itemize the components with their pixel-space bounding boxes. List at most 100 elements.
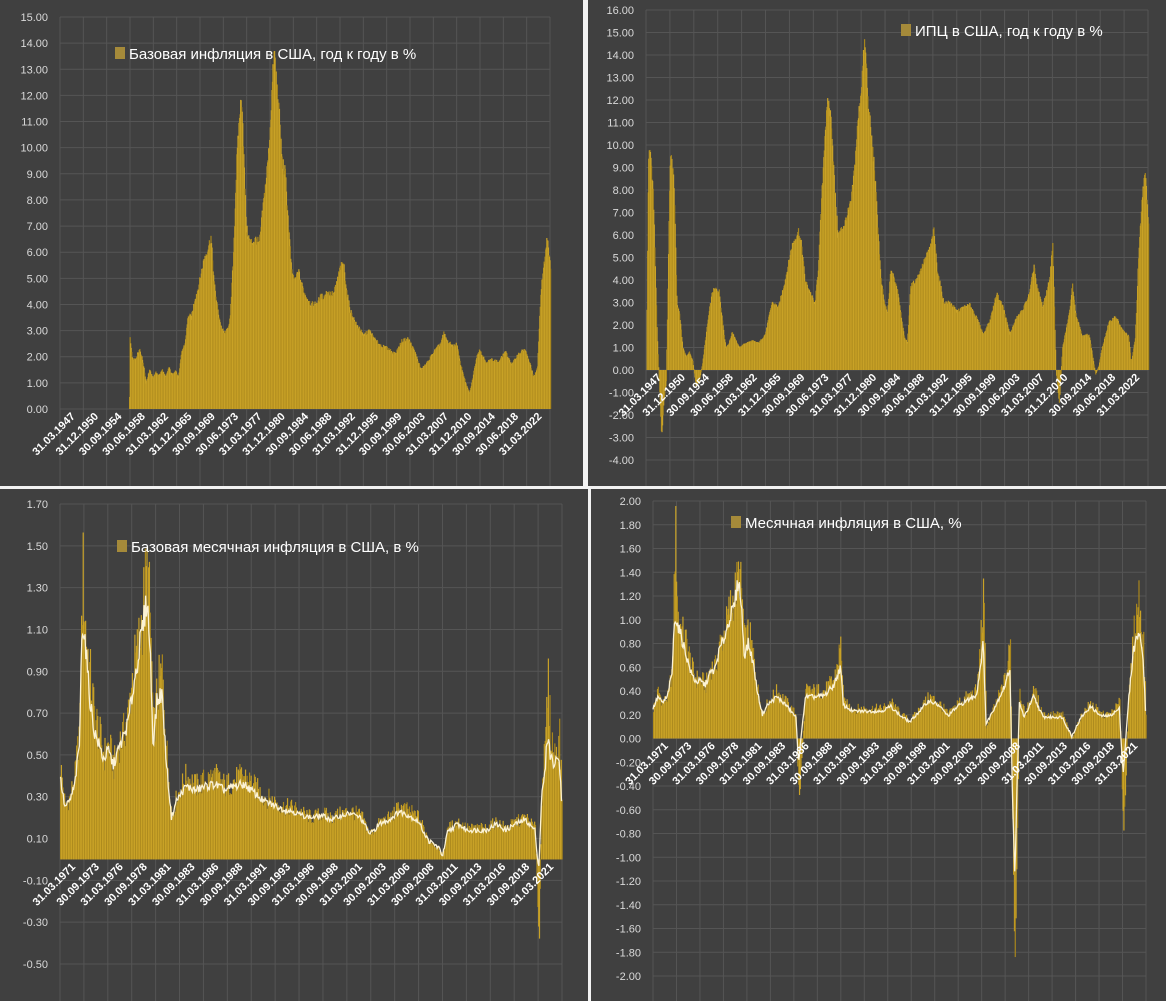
bar [206, 786, 209, 860]
bar [1079, 721, 1081, 739]
bar [509, 829, 511, 860]
bar [1027, 702, 1029, 739]
bar [678, 627, 680, 739]
bar [727, 608, 729, 739]
bar [751, 640, 753, 739]
bar [325, 807, 327, 860]
bar [709, 671, 711, 739]
bar [916, 713, 918, 739]
bar [699, 676, 701, 739]
bar [545, 726, 547, 860]
bar [817, 688, 819, 739]
y-tick-label: 8.00 [27, 195, 48, 207]
bar [1114, 713, 1116, 739]
y-tick-label: 0.20 [620, 710, 641, 722]
bar [1139, 610, 1142, 739]
y-tick-label: 9.00 [613, 163, 634, 175]
bar [556, 756, 558, 860]
bar [421, 820, 424, 860]
bar [184, 788, 186, 860]
bar [362, 822, 365, 860]
bar [229, 793, 231, 860]
bar [1129, 677, 1131, 739]
bar [980, 620, 982, 739]
bar [543, 744, 545, 860]
bar [1026, 708, 1028, 739]
bar [959, 697, 961, 739]
bar [324, 810, 327, 860]
bar [92, 683, 94, 860]
bar [935, 702, 937, 739]
bar [517, 825, 519, 860]
bar [173, 815, 176, 860]
bar [1076, 727, 1078, 739]
bar [655, 700, 657, 739]
bar [1066, 722, 1068, 739]
bar [90, 700, 92, 860]
bar [1097, 707, 1099, 739]
bar [339, 806, 341, 860]
bar [789, 710, 791, 739]
bar [415, 815, 417, 860]
bar [413, 810, 415, 860]
bar [433, 843, 435, 860]
bar [542, 777, 545, 860]
bar [1030, 702, 1032, 739]
bar [683, 644, 685, 739]
bar [714, 655, 717, 739]
bar [187, 776, 189, 860]
bar [240, 769, 242, 860]
bar [210, 769, 212, 860]
bar [503, 826, 505, 860]
bar [86, 652, 88, 860]
bar [1117, 704, 1119, 739]
bar [1038, 706, 1040, 739]
bar [245, 785, 247, 860]
y-tick-label: -1.00 [616, 852, 641, 864]
y-tick-label: -3.00 [609, 433, 634, 445]
bar [318, 820, 320, 860]
bar [882, 710, 884, 739]
bar [1110, 712, 1112, 739]
bar [712, 671, 714, 739]
bar [454, 828, 456, 860]
bar [951, 708, 953, 739]
bar [417, 811, 419, 860]
bar [700, 678, 702, 739]
bar [995, 699, 997, 739]
bar [710, 668, 712, 739]
bar [888, 707, 890, 739]
bar [749, 622, 751, 739]
bar [689, 652, 691, 739]
bar [153, 707, 155, 860]
bar [932, 699, 934, 739]
y-tick-label: 12.00 [20, 90, 48, 102]
bar [517, 814, 520, 860]
bar [911, 720, 913, 739]
bar [772, 689, 774, 739]
bar [854, 709, 856, 739]
y-tick-label: -4.00 [609, 455, 634, 467]
bar [465, 830, 467, 860]
bar [944, 709, 947, 739]
bar [471, 823, 473, 860]
bar [656, 700, 658, 739]
bar [400, 804, 403, 860]
bar [972, 696, 974, 739]
bar [225, 791, 227, 860]
bar [431, 842, 433, 860]
bar [110, 738, 113, 860]
bar [814, 687, 816, 739]
bar [464, 822, 466, 860]
bar [152, 692, 154, 860]
line-series [652, 580, 1147, 872]
bar [760, 708, 762, 739]
bar [1036, 690, 1038, 739]
bar [195, 795, 197, 860]
bar [826, 694, 828, 739]
bar [920, 711, 922, 739]
bar [492, 824, 495, 860]
bar [921, 707, 923, 739]
bar [659, 694, 661, 739]
bar [446, 836, 448, 860]
